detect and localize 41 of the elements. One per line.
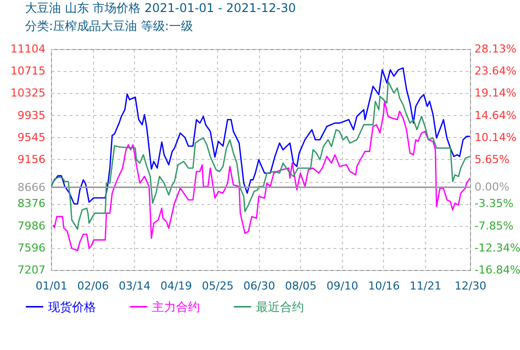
line-series — [51, 80, 470, 230]
legend-label: 主力合约 — [152, 300, 200, 314]
y-tick-label: 10715 — [10, 64, 46, 78]
x-tick-label: 05/25 — [202, 280, 234, 292]
chart-subtitle: 分类:压榨成品大豆油 等级:一级 — [25, 19, 193, 33]
line-series — [52, 100, 470, 252]
y-tick-label: 7207 — [18, 264, 46, 276]
y-tick-label: 8666 — [18, 180, 46, 194]
y-tick-label: 7986 — [18, 219, 46, 232]
line-series — [51, 67, 470, 205]
chart-title: 大豆油 山东 市场价格 2021-01-01 - 2021-12-30 — [25, 1, 296, 15]
x-tick-label: 12/30 — [454, 280, 486, 292]
y2-tick-label: -7.85% — [474, 219, 514, 232]
y2-tick-label: 10.14% — [474, 130, 516, 144]
legend-label: 现货价格 — [48, 300, 96, 314]
y-tick-label: 9935 — [18, 108, 46, 122]
y-tick-label: 9545 — [18, 130, 46, 144]
y2-tick-label: 23.64% — [474, 64, 516, 78]
x-tick-label: 10/16 — [368, 280, 400, 292]
y2-tick-label: -16.84% — [474, 264, 520, 276]
x-tick-label: 08/05 — [284, 280, 317, 292]
x-tick-label: 01/01 — [36, 280, 68, 292]
y2-tick-label: 5.65% — [474, 152, 510, 166]
y-tick-label: 8376 — [18, 197, 46, 210]
y2-tick-label: 28.13% — [474, 42, 516, 56]
y-tick-label: 7596 — [18, 241, 46, 254]
x-tick-label: 02/06 — [77, 280, 109, 292]
y-tick-label: 11104 — [10, 42, 46, 56]
y2-tick-label: 14.64% — [474, 108, 516, 122]
y2-tick-label: 19.14% — [474, 86, 516, 100]
x-tick-label: 06/30 — [243, 280, 276, 292]
y2-tick-label: 0.00% — [474, 180, 510, 194]
y-tick-label: 10325 — [10, 86, 46, 100]
legend-label: 最近合约 — [256, 300, 304, 314]
y-tick-label: 9156 — [18, 152, 46, 166]
x-tick-label: 04/19 — [160, 280, 192, 292]
x-tick-label: 03/14 — [118, 280, 150, 292]
y2-tick-label: -3.35% — [474, 197, 514, 210]
x-tick-label: 09/10 — [326, 280, 358, 292]
y2-tick-label: -12.34% — [474, 241, 520, 254]
x-tick-label: 11/21 — [410, 280, 442, 292]
